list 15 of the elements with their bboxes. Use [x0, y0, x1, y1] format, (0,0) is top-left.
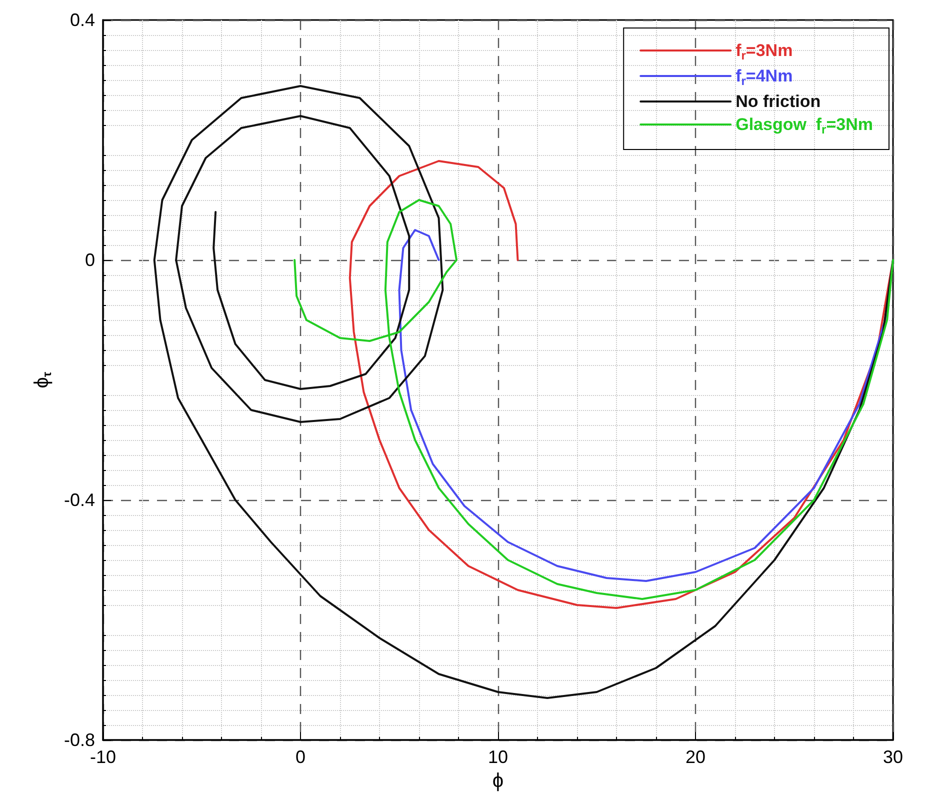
y-axis-title: ϕτ	[31, 371, 54, 388]
x-tick-label: 0	[295, 747, 306, 767]
y-tick-label: -0.4	[64, 490, 95, 510]
x-tick-label: 30	[882, 747, 904, 767]
line-series	[294, 199, 894, 600]
y-tick-label: -0.8	[64, 730, 95, 750]
line-series	[153, 85, 894, 699]
line-series	[348, 160, 894, 609]
y-tick-label: 0.4	[70, 10, 95, 30]
x-tick-label: 10	[488, 747, 508, 767]
y-tick-label: 0	[84, 250, 95, 270]
x-tick-label: -10	[90, 747, 116, 767]
x-axis-title: ϕ	[492, 770, 504, 792]
x-tick-label: 20	[685, 747, 706, 767]
text: No friction	[736, 92, 821, 111]
